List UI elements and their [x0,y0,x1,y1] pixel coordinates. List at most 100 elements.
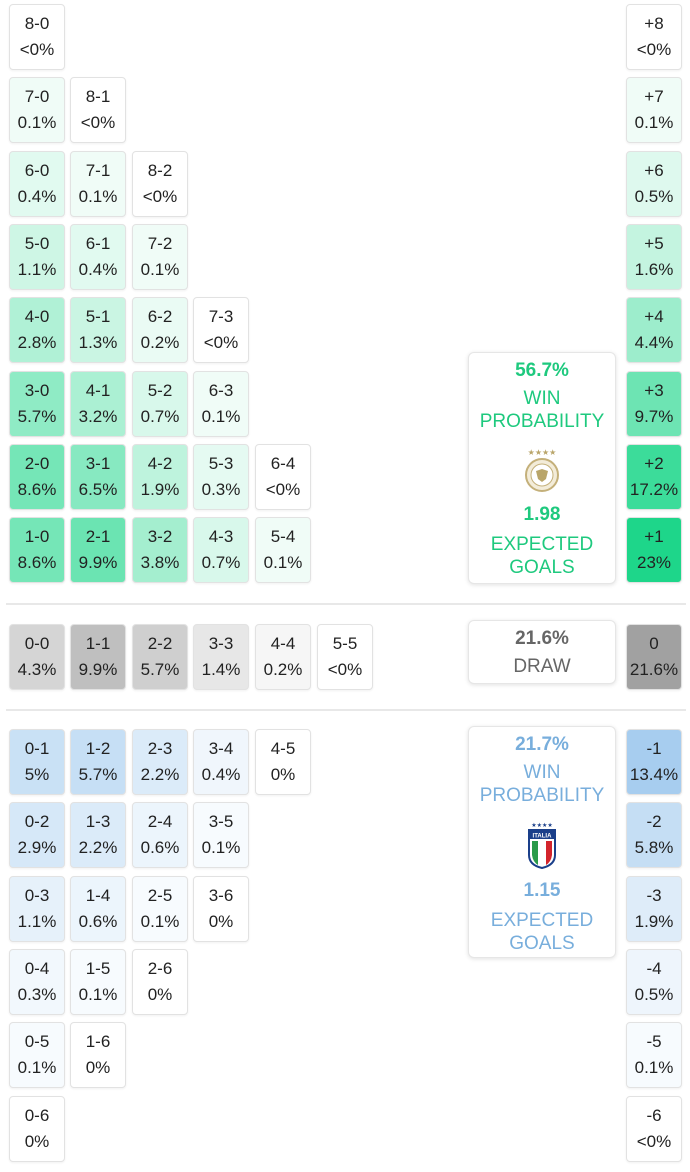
score-cell[interactable]: 1-0 8.6% [9,517,65,584]
score-cell[interactable]: 7-0 0.1% [9,77,65,144]
probability-label: 8.6% [17,479,57,499]
score-label: 6-1 [85,233,111,253]
margin-cell[interactable]: +5 1.6% [626,223,682,290]
score-cell[interactable]: 5-0 1.1% [9,223,65,290]
margin-cell[interactable]: -5 0.1% [626,1022,682,1089]
goals-label: GOALS [509,933,575,954]
score-cell[interactable]: 7-3 <0% [193,297,249,364]
score-cell[interactable]: 6-1 0.4% [70,223,126,290]
score-cell[interactable]: 2-4 0.6% [132,802,188,869]
probability-label: 0.4% [78,259,118,279]
probability-label: 0% [147,984,173,1004]
score-cell[interactable]: 7-2 0.1% [132,223,188,290]
score-cell[interactable]: 5-2 0.7% [132,370,188,437]
score-cell[interactable]: 5-5 <0% [317,624,373,690]
score-cell[interactable]: 0-0 4.3% [9,624,65,690]
margin-cell[interactable]: -2 5.8% [626,802,682,869]
score-cell[interactable]: 0-3 1.1% [9,875,65,942]
score-label: 1-0 [24,527,50,547]
score-cell[interactable]: 3-6 0% [193,875,249,942]
score-cell[interactable]: 3-0 5.7% [9,370,65,437]
score-label: 6-0 [24,160,50,180]
score-label: 2-6 [147,958,173,978]
score-label: 0-1 [24,739,50,758]
score-cell[interactable]: 8-1 <0% [70,77,126,144]
score-cell[interactable]: 2-1 9.9% [70,517,126,584]
score-cell[interactable]: 4-4 0.2% [255,624,311,690]
score-cell[interactable]: 5-4 0.1% [255,517,311,584]
score-label: 3-1 [85,453,111,473]
score-cell[interactable]: 6-4 <0% [255,443,311,510]
margin-cell[interactable]: +2 17.2% [626,443,682,510]
score-cell[interactable]: 1-2 5.7% [70,729,126,795]
score-cell[interactable]: 3-3 1.4% [193,624,249,690]
score-cell[interactable]: 4-0 2.8% [9,297,65,364]
score-cell[interactable]: 1-6 0% [70,1022,126,1089]
score-label: 4-0 [24,307,50,327]
score-cell[interactable]: 4-3 0.7% [193,517,249,584]
score-cell[interactable]: 1-3 2.2% [70,802,126,869]
probability-label: 0.1% [201,406,241,426]
score-cell[interactable]: 0-6 0% [9,1095,65,1162]
probability-label: 0.1% [201,838,241,858]
score-cell[interactable]: 3-4 0.4% [193,729,249,795]
margin-cell[interactable]: -3 1.9% [626,875,682,942]
score-label: -1 [646,739,662,758]
score-cell[interactable]: 0-4 0.3% [9,948,65,1015]
probability-label: 0.1% [263,553,303,573]
margin-cell[interactable]: +1 23% [626,517,682,584]
score-cell[interactable]: 8-2 <0% [132,150,188,217]
probability-label: <0% [80,113,116,133]
score-label: 4-2 [147,453,173,473]
score-cell[interactable]: 6-0 0.4% [9,150,65,217]
score-cell[interactable]: 5-1 1.3% [70,297,126,364]
probability-label: 5% [24,765,50,784]
score-label: 3-5 [208,812,234,832]
margin-cell[interactable]: +8 <0% [626,4,682,70]
probability-label: 1.1% [17,259,57,279]
win-label: WIN [523,762,561,783]
score-cell[interactable]: 3-1 6.5% [70,443,126,510]
score-label: -4 [646,958,662,978]
score-label: 4-3 [208,527,234,547]
score-cell[interactable]: 4-5 0% [255,729,311,795]
margin-cell[interactable]: -4 0.5% [626,948,682,1015]
score-cell[interactable]: 2-5 0.1% [132,875,188,942]
score-cell[interactable]: 1-1 9.9% [70,624,126,690]
expected-label: EXPECTED [490,534,594,555]
probability-label: 0% [208,911,234,931]
margin-cell[interactable]: 0 21.6% [626,624,682,690]
score-label: 4-4 [270,634,296,653]
margin-cell[interactable]: +4 4.4% [626,297,682,364]
probability-label: 0.1% [140,911,180,931]
score-cell[interactable]: 2-3 2.2% [132,729,188,795]
score-cell[interactable]: 1-5 0.1% [70,948,126,1015]
score-cell[interactable]: 8-0 <0% [9,4,65,70]
score-cell[interactable]: 3-2 3.8% [132,517,188,584]
score-label: 2-4 [147,812,173,832]
score-cell[interactable]: 7-1 0.1% [70,150,126,217]
probability-label: 2.9% [17,838,57,858]
probability-label: 0.1% [17,1058,57,1078]
score-cell[interactable]: 2-0 8.6% [9,443,65,510]
score-cell[interactable]: 2-6 0% [132,948,188,1015]
score-cell[interactable]: 3-5 0.1% [193,802,249,869]
score-cell[interactable]: 0-2 2.9% [9,802,65,869]
score-cell[interactable]: 6-3 0.1% [193,370,249,437]
probability-label: 0.1% [634,1058,674,1078]
score-cell[interactable]: 2-2 5.7% [132,624,188,690]
score-cell[interactable]: 0-1 5% [9,729,65,795]
score-cell[interactable]: 0-5 0.1% [9,1022,65,1089]
margin-cell[interactable]: +6 0.5% [626,150,682,217]
margin-cell[interactable]: -6 <0% [626,1095,682,1162]
probability-label: 4.3% [17,660,57,679]
probability-label: <0% [19,40,55,59]
score-cell[interactable]: 4-1 3.2% [70,370,126,437]
margin-cell[interactable]: +7 0.1% [626,77,682,144]
score-cell[interactable]: 5-3 0.3% [193,443,249,510]
margin-cell[interactable]: -1 13.4% [626,729,682,795]
score-cell[interactable]: 1-4 0.6% [70,875,126,942]
score-cell[interactable]: 4-2 1.9% [132,443,188,510]
margin-cell[interactable]: +3 9.7% [626,370,682,437]
score-cell[interactable]: 6-2 0.2% [132,297,188,364]
